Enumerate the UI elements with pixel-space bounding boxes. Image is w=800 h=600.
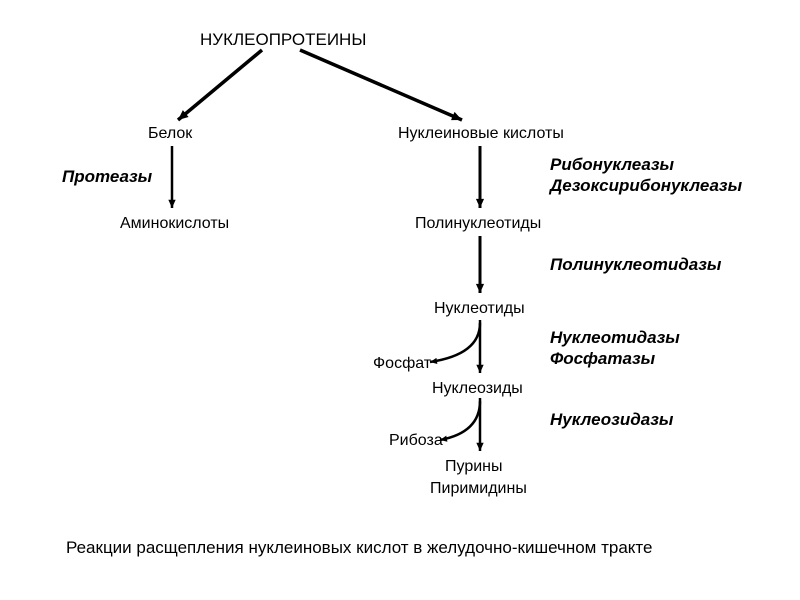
node-nucleic-label: Нуклеиновые кислоты [398, 125, 564, 142]
arrows-layer [0, 0, 800, 600]
node-protein: Белок [148, 125, 192, 143]
node-nucleotides-label: Нуклеотиды [434, 300, 525, 317]
diagram-caption: Реакции расщепления нуклеиновых кислот в… [66, 538, 652, 558]
node-nucleotides: Нуклеотиды [434, 300, 525, 318]
node-pyrimidines-label: Пиримидины [430, 480, 527, 497]
node-amino: Аминокислоты [120, 215, 229, 233]
node-purines: Пурины [445, 458, 503, 476]
enzyme-polynucleotidases: Полинуклеотидазы [550, 255, 721, 275]
node-phosphate: Фосфат [373, 355, 431, 373]
node-amino-label: Аминокислоты [120, 215, 229, 232]
enzyme-ribonucleases: Рибонуклеазы [550, 155, 674, 175]
enzyme-deoxyribonucleases: Дезоксирибонуклеазы [550, 176, 742, 196]
node-polynuc-label: Полинуклеотиды [415, 215, 541, 232]
node-polynuc: Полинуклеотиды [415, 215, 541, 233]
enzyme-phosphatases: Фосфатазы [550, 349, 655, 369]
enzyme-nucleotidases: Нуклеотидазы [550, 328, 680, 348]
enzyme-proteases: Протеазы [62, 167, 152, 187]
node-root-label: НУКЛЕОПРОТЕИНЫ [200, 30, 366, 49]
enzyme-nucleosidases: Нуклеозидазы [550, 410, 673, 430]
node-pyrimidines: Пиримидины [430, 480, 527, 498]
node-ribose: Рибоза [389, 432, 443, 450]
node-nucleic: Нуклеиновые кислоты [398, 125, 564, 143]
node-root: НУКЛЕОПРОТЕИНЫ [200, 30, 366, 50]
node-purines-label: Пурины [445, 458, 503, 475]
node-nucleosides-label: Нуклеозиды [432, 380, 523, 397]
node-protein-label: Белок [148, 125, 192, 142]
node-phosphate-label: Фосфат [373, 355, 431, 372]
node-nucleosides: Нуклеозиды [432, 380, 523, 398]
node-ribose-label: Рибоза [389, 432, 443, 449]
